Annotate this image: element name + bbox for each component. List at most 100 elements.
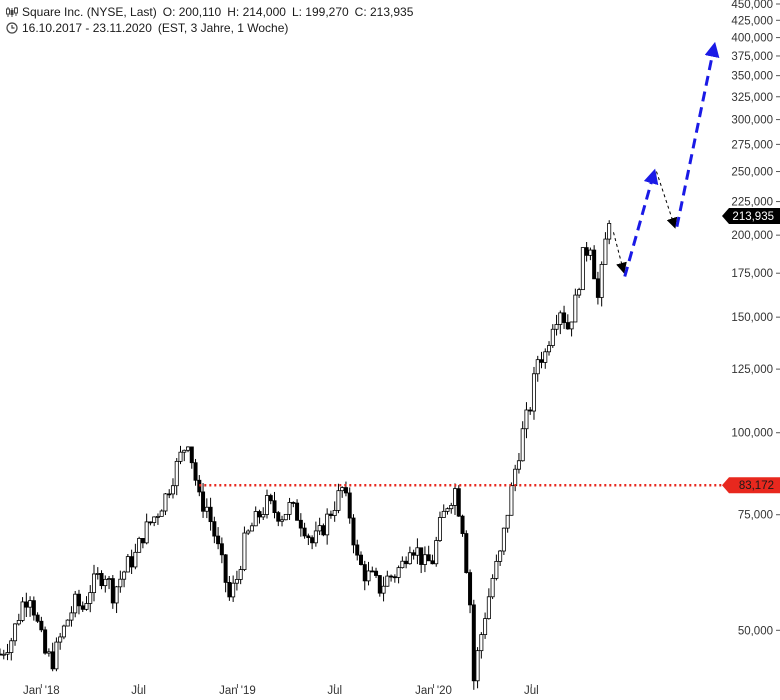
x-tick-label: Jan '19 <box>219 685 256 697</box>
candle <box>110 575 115 609</box>
y-axis: 450,000 425,000 400,000 375,000 350,000 325,0… <box>731 0 780 637</box>
candle-body <box>174 460 179 487</box>
candle-body <box>392 576 397 579</box>
candle <box>186 446 191 453</box>
candle <box>513 464 518 492</box>
candle-body <box>321 525 326 536</box>
candle <box>385 570 390 587</box>
projection-arrow-3 <box>655 171 678 229</box>
candle <box>366 561 371 586</box>
candle-body <box>231 582 236 598</box>
candle <box>167 489 172 499</box>
level-price-badge-bg <box>722 477 780 494</box>
candle-body <box>562 312 567 323</box>
candle-body <box>415 547 420 556</box>
candle <box>31 596 36 621</box>
candle-body <box>516 460 521 470</box>
candle-body <box>441 510 446 518</box>
x-tick-label: Jul <box>327 685 342 697</box>
candle-body <box>107 578 112 580</box>
candle <box>246 529 251 536</box>
candle-body <box>276 512 281 522</box>
candle-body <box>580 247 585 291</box>
x-tick-label: Jan '20 <box>415 685 452 697</box>
candle <box>584 242 589 262</box>
candle <box>291 501 296 508</box>
candle-body <box>13 623 18 642</box>
candle <box>295 499 300 521</box>
y-tick-label: 225,000 <box>731 197 773 209</box>
candle-body <box>88 592 93 604</box>
candle-body <box>422 554 427 565</box>
candle <box>234 570 239 591</box>
candle <box>550 324 555 348</box>
candle-body <box>366 570 371 582</box>
candle-body <box>99 573 104 587</box>
candle-body <box>261 514 266 518</box>
candle-body <box>212 521 217 537</box>
candle-body <box>28 600 33 608</box>
candle-body <box>155 515 160 518</box>
candle <box>39 616 44 633</box>
last-price-badge-bg <box>722 207 780 224</box>
candle-body <box>110 578 115 604</box>
candle-body <box>80 605 85 610</box>
candle-body <box>389 575 394 578</box>
candle <box>524 402 529 439</box>
candle <box>80 601 85 612</box>
low-value: L: 199,270 <box>291 5 349 19</box>
candle <box>261 507 266 521</box>
range-meta: (EST, 3 Jahre, 1 Woche) <box>157 21 289 35</box>
candle-body <box>358 554 363 565</box>
candle <box>332 501 337 522</box>
candle <box>163 493 168 516</box>
badges-layer: 213,935 83,172 <box>722 207 780 494</box>
candle-body <box>178 451 183 462</box>
y-tick-label: 75,000 <box>738 510 773 522</box>
candle <box>238 565 243 585</box>
candle-body <box>272 500 277 514</box>
candle <box>392 574 397 583</box>
candle <box>516 453 521 474</box>
symbol-label: Square Inc. (NYSE, Last) <box>22 5 157 19</box>
candle-body <box>498 550 503 562</box>
candle-body <box>313 530 318 544</box>
candle <box>400 556 405 569</box>
open-value: O: 200,110 <box>162 5 222 19</box>
close-value: C: 213,935 <box>354 5 414 19</box>
candle-body <box>347 492 352 519</box>
candle <box>340 486 345 498</box>
candle-body <box>65 619 70 627</box>
candle-body <box>528 409 533 412</box>
candle-body <box>539 359 544 363</box>
candle-body <box>449 505 454 510</box>
candle <box>460 514 465 537</box>
candle <box>501 527 506 555</box>
candle-body <box>569 321 574 330</box>
candle-body <box>543 351 548 363</box>
candle <box>599 261 604 307</box>
candle <box>569 321 574 337</box>
candle <box>426 545 431 562</box>
candle-body <box>404 560 409 565</box>
candle-body <box>186 446 191 451</box>
candle <box>280 515 285 527</box>
candle-body <box>531 373 536 412</box>
candle <box>565 314 570 330</box>
level-price-badge: 83,172 <box>722 477 780 494</box>
candle-body <box>494 560 499 579</box>
candle-body <box>133 551 138 568</box>
candle-body <box>76 593 81 607</box>
candle-body <box>287 502 292 515</box>
candle <box>189 446 194 469</box>
candle-body <box>152 516 157 523</box>
candle <box>347 487 352 524</box>
candle-body <box>5 652 10 655</box>
candle <box>430 554 435 565</box>
candle <box>389 574 394 582</box>
candle-body <box>223 554 228 583</box>
candle <box>306 533 311 546</box>
candle-body <box>501 527 506 552</box>
x-tick-label: Jul <box>131 685 146 697</box>
